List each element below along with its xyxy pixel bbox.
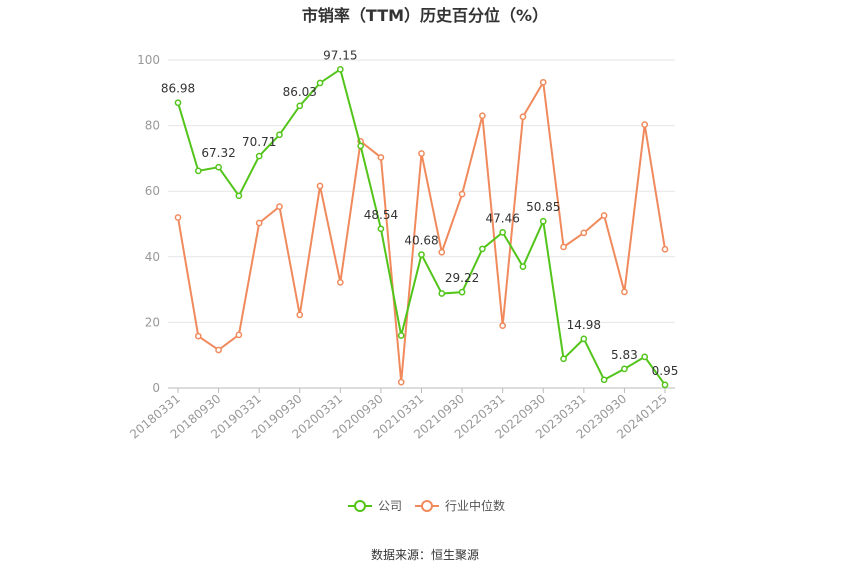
data-point — [621, 288, 628, 296]
data-label: 67.32 — [201, 146, 235, 160]
data-point — [539, 217, 547, 225]
legend-label: 行业中位数 — [445, 498, 505, 513]
data-label: 40.68 — [404, 234, 438, 248]
data-point — [336, 65, 344, 73]
legend-marker-icon — [354, 500, 366, 512]
legend-item-industry[interactable]: 行业中位数 — [415, 498, 505, 513]
data-point — [479, 112, 486, 120]
data-point — [580, 335, 588, 343]
data-label: 47.46 — [485, 211, 519, 225]
data-point — [255, 152, 263, 160]
data-point — [600, 376, 608, 384]
y-tick-label: 20 — [145, 315, 160, 329]
data-point — [580, 229, 588, 237]
data-label: 48.54 — [364, 208, 398, 222]
data-point — [418, 150, 425, 157]
source-note: 数据来源：恒生聚源 — [371, 547, 479, 562]
data-point — [235, 331, 243, 339]
data-point — [174, 214, 182, 221]
data-point — [641, 121, 649, 128]
y-tick-label: 60 — [145, 184, 160, 198]
data-point — [499, 322, 507, 330]
data-point — [235, 192, 243, 200]
data-point — [418, 251, 425, 258]
data-point — [519, 263, 527, 270]
data-point — [621, 365, 628, 373]
data-point — [296, 311, 304, 319]
y-tick-label: 0 — [152, 381, 160, 395]
data-point — [661, 245, 669, 253]
legend-item-company[interactable]: 公司 — [348, 499, 402, 513]
data-point — [458, 190, 466, 198]
data-point — [255, 219, 263, 227]
legend-label: 公司 — [378, 499, 402, 513]
data-point — [316, 79, 324, 87]
data-label: 97.15 — [323, 48, 357, 62]
data-point — [438, 290, 446, 297]
data-point — [336, 279, 344, 286]
data-point — [215, 163, 222, 171]
series-line — [177, 79, 666, 383]
data-label: 86.98 — [161, 82, 195, 96]
data-point — [377, 154, 385, 161]
data-point — [296, 102, 304, 110]
data-point — [539, 78, 547, 86]
data-point — [276, 131, 283, 139]
data-label: 5.83 — [611, 348, 638, 362]
data-point — [316, 182, 324, 190]
data-point — [174, 99, 182, 107]
data-point — [479, 245, 486, 253]
data-point — [519, 113, 527, 121]
data-point — [276, 203, 283, 210]
data-point — [377, 225, 385, 233]
grid-lines — [168, 59, 675, 323]
y-tick-label: 100 — [137, 53, 160, 67]
data-label: 29.22 — [445, 271, 479, 285]
data-labels: 86.98 67.32 70.71 86.03 97.15 48.54 40.68 29.22… — [161, 48, 679, 378]
data-point — [641, 353, 649, 361]
data-label: 50.85 — [526, 200, 560, 214]
y-tick-label: 80 — [145, 119, 160, 133]
series-industry-median — [174, 78, 669, 386]
data-point — [661, 381, 669, 389]
data-point — [458, 288, 466, 296]
data-point — [357, 142, 364, 150]
data-point — [560, 243, 567, 251]
y-axis: 0 20 40 60 80 100 — [137, 53, 160, 395]
legend: 公司 行业中位数 — [348, 498, 505, 513]
data-point — [215, 346, 222, 354]
legend-marker-icon — [421, 500, 433, 512]
y-tick-label: 40 — [145, 250, 160, 264]
data-point — [397, 332, 405, 339]
data-point — [560, 355, 567, 363]
data-point — [600, 212, 608, 219]
data-label: 14.98 — [567, 318, 601, 332]
data-label: 70.71 — [242, 135, 276, 149]
data-label: 0.95 — [652, 364, 679, 378]
chart-title: 市销率（TTM）历史百分位（%） — [302, 6, 548, 25]
data-point — [194, 167, 202, 175]
data-point — [397, 378, 405, 386]
data-label: 86.03 — [283, 85, 317, 99]
x-axis: 2018033120180930201903312019093020200331… — [127, 387, 675, 442]
series-layer — [174, 65, 669, 389]
series-company — [174, 65, 669, 389]
data-point — [499, 228, 507, 236]
data-point — [194, 332, 202, 340]
data-point — [438, 248, 446, 256]
